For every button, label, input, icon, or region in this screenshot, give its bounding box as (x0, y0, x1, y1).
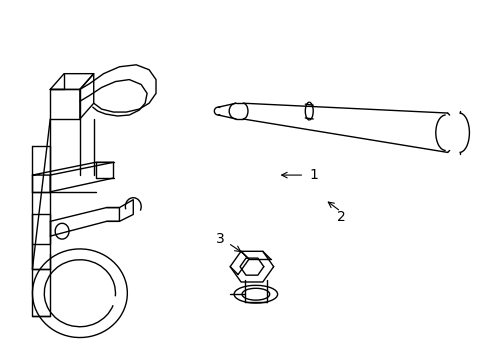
Text: 2: 2 (336, 210, 345, 224)
Text: 3: 3 (216, 232, 224, 246)
Text: 1: 1 (308, 168, 318, 182)
